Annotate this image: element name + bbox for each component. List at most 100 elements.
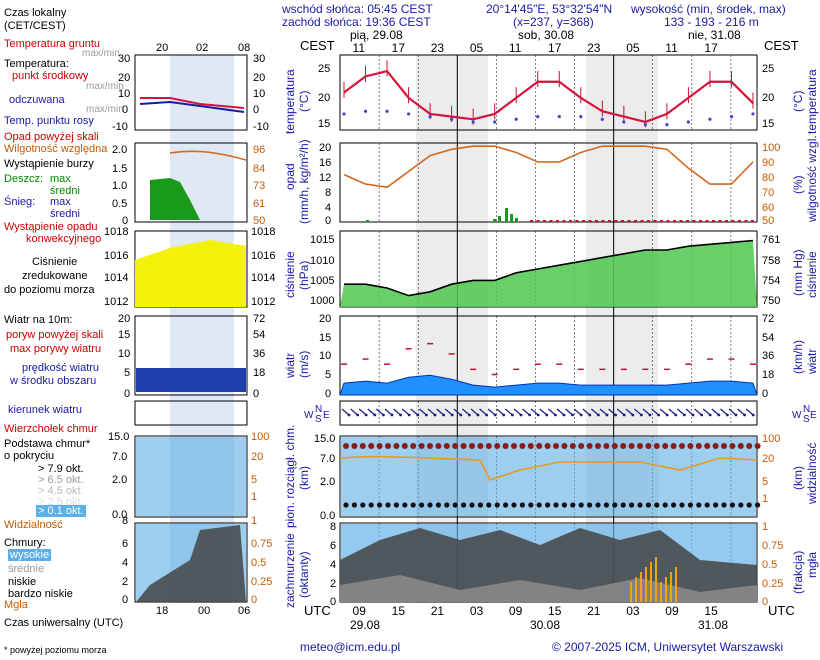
cest-label-right: CEST (764, 38, 799, 53)
temp-tick: 20 (318, 92, 331, 104)
convective-marker (692, 220, 696, 222)
legend-okt-45: > 4.5 okt. (38, 485, 84, 497)
wind-arrow (642, 408, 651, 416)
wind-kmh-tick: 36 (762, 350, 775, 362)
dew-point-dot (751, 112, 755, 116)
fog-tick: 0 (762, 596, 769, 608)
legend-okt-65: > 6.5 okt. (38, 474, 84, 486)
cloud-peak-dot (527, 443, 534, 449)
wind-arrow (634, 408, 642, 416)
legend-pressure-2: zredukowane (22, 270, 88, 282)
wind-arrow (728, 408, 737, 416)
wind-arrow-head (751, 413, 755, 417)
cloud-peak-dot (620, 443, 627, 449)
cloud-peak-dot (746, 443, 753, 449)
wind-arrow-head (459, 413, 463, 417)
convective-marker (621, 220, 624, 222)
wind-arrow-head (536, 413, 540, 417)
cloud-base-dot (444, 502, 450, 508)
cloud-peak-dot (452, 443, 459, 449)
legend-snow-avg: średni (50, 208, 80, 220)
wind-arrow (462, 408, 470, 416)
legend-felt-sample (139, 100, 245, 113)
convective-marker (575, 220, 579, 222)
legend-hum-tick: 61 (253, 198, 266, 210)
wind-arrow-head (605, 413, 609, 417)
cloud-base-dot (679, 502, 685, 508)
temp-axis-unit: (°C) (297, 90, 311, 112)
legend-panel-precipitation (134, 142, 248, 223)
legend-clouds-low: niskie (8, 576, 37, 588)
legend-mid-point: punkt środkowy (12, 70, 89, 82)
legend-okt-79: > 7.9 okt. (38, 463, 84, 475)
convective-marker (536, 220, 540, 222)
pressure-line (344, 239, 754, 297)
fog-right-unit: (frakcja) (791, 550, 805, 594)
cloud-base-dot (461, 502, 467, 508)
cloud-peak-dot (721, 443, 727, 449)
wind-arrow (694, 408, 702, 416)
hour-tick-bottom: 21 (587, 604, 601, 618)
legend-temperature: Temperatura: (4, 58, 69, 70)
precip-bar (493, 219, 496, 222)
dew-point-dot (342, 112, 346, 116)
hum-tick: 50 (762, 215, 775, 227)
humidity-line (343, 145, 754, 189)
legend-rain: Deszcz: (4, 173, 44, 185)
panel-precipitation (339, 142, 758, 223)
legend-pres-tick: 1018 (104, 226, 129, 238)
prec-axis-label: opad (283, 163, 297, 190)
cl-tick: 0 (330, 596, 337, 608)
convective-marker (744, 220, 748, 222)
cloud-base-dot (536, 502, 542, 508)
vis-tick: 100 (762, 433, 781, 445)
legend-wind-speed-1: prędkość wiatru (22, 362, 100, 374)
convective-marker (562, 220, 566, 222)
cloud-peak-dot (611, 443, 618, 449)
hour-tick-bottom: 15 (391, 604, 405, 618)
precip-bar (515, 218, 518, 222)
pres-mmhg-tick: 761 (762, 234, 781, 246)
night-band (416, 55, 488, 603)
cloud-base-dot (738, 502, 744, 508)
cloud-peak-dot (653, 443, 660, 449)
legend-rain-max: max (50, 173, 71, 185)
vis-tick: 5 (762, 476, 769, 488)
contact-email[interactable]: meteo@icm.edu.pl (300, 640, 401, 654)
wind-kmh-tick: 18 (762, 369, 775, 381)
convective-marker (614, 220, 618, 222)
day-label-top: nie, 31.08 (688, 28, 741, 42)
wind-arrow (513, 408, 522, 416)
wind-arrow (410, 408, 419, 416)
cloud-base-dot (477, 502, 483, 508)
panel-wind-direction (339, 400, 758, 426)
cloud-peak-dot (695, 443, 702, 449)
cloud-peak-dot (385, 443, 391, 449)
convective-marker (556, 220, 559, 222)
vis-tick: 1 (762, 493, 769, 505)
wind-arrow (668, 408, 677, 416)
wind-ms-tick: 5 (325, 369, 332, 381)
legend-temp-tick: 10 (118, 88, 131, 100)
day-label-top: pią, 29.08 (350, 28, 403, 42)
wind-arrow-head (425, 413, 428, 417)
wind-arrow-head (493, 413, 497, 417)
grid-point-text: (x=237, y=368) (513, 15, 594, 29)
utc-label-right: UTC (768, 603, 795, 618)
convective-marker (660, 220, 663, 222)
cloud-very-low-area (340, 575, 757, 602)
convective-marker (679, 220, 683, 222)
wind-arrow (565, 408, 573, 416)
wind-right-label: wiatr (805, 348, 819, 374)
cloud-base-dot (519, 502, 526, 508)
fog-bar (655, 557, 657, 602)
convective-marker (686, 220, 689, 222)
dew-point-dot (686, 120, 691, 124)
wind-arrow-head (433, 413, 437, 417)
legend-temp-tick: 20 (118, 72, 131, 84)
fog-tick: 0.25 (762, 578, 784, 590)
fog-bar (630, 582, 632, 602)
legend-cloud-sample (136, 525, 246, 602)
wind-arrow-head (571, 413, 574, 417)
pres-right-label: ciśnienie (805, 251, 819, 298)
